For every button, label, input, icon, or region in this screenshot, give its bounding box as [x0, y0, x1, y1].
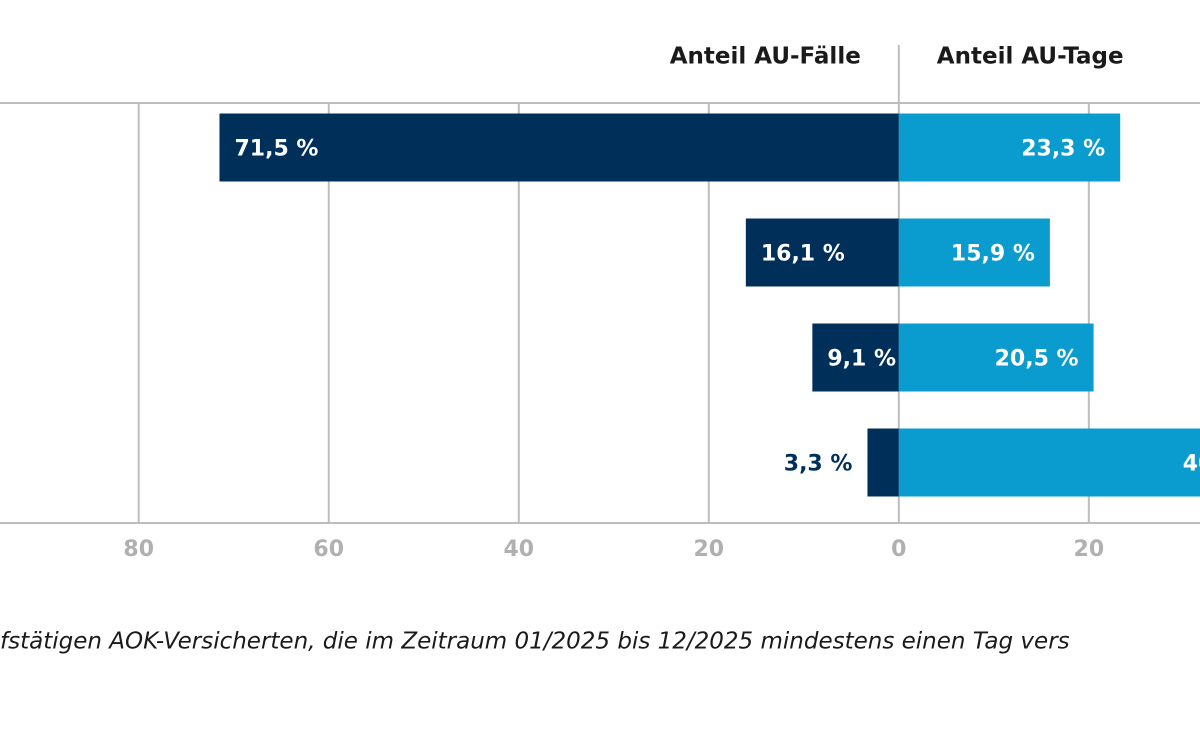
value-label: 40,3 %	[1183, 452, 1200, 477]
x-tick-label: 20	[1074, 537, 1105, 562]
footnote: fstätigen AOK-Versicherten, die im Zeitr…	[0, 629, 1070, 655]
bar	[898, 428, 1200, 497]
value-label: 20,5 %	[995, 347, 1079, 372]
bar	[898, 218, 1050, 287]
series-header: Anteil AU-Tage	[937, 44, 1124, 70]
value-label: 23,3 %	[1021, 137, 1105, 162]
value-label: 9,1 %	[827, 347, 896, 372]
bar	[812, 323, 899, 392]
value-label: 71,5 %	[234, 137, 318, 162]
x-tick-label: 80	[123, 537, 154, 562]
bar	[745, 218, 899, 287]
series-header: Anteil AU-Fälle	[670, 44, 861, 70]
value-label: 3,3 %	[784, 452, 853, 477]
value-label: 16,1 %	[761, 242, 845, 267]
bar	[898, 113, 1121, 182]
x-tick-label: 60	[313, 537, 344, 562]
x-tick-label: 40	[503, 537, 534, 562]
value-label: 15,9 %	[951, 242, 1035, 267]
bar	[219, 113, 899, 182]
bar	[898, 323, 1094, 392]
bar	[867, 428, 899, 497]
x-tick-label: 20	[693, 537, 724, 562]
x-tick-label: 0	[891, 537, 906, 562]
